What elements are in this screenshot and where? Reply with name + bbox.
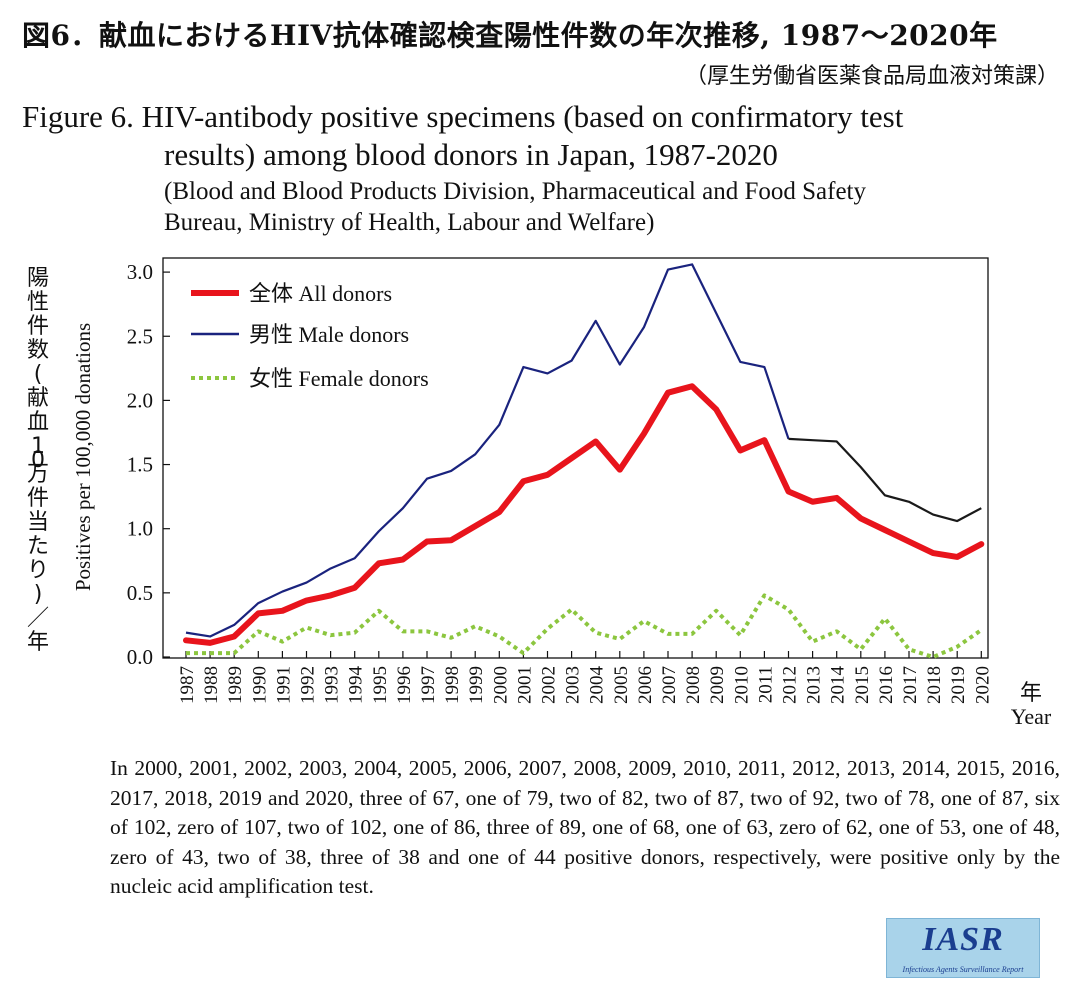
y-label-jp-char: た — [27, 534, 49, 559]
x-tick-label: 1993 — [322, 666, 343, 704]
logo-subtext: Infectious Agents Surveillance Report — [902, 965, 1024, 974]
y-tick-label: 2.5 — [127, 324, 153, 348]
x-tick-label: 2017 — [900, 666, 921, 704]
chart-title-japanese: 図6．献血におけるHIV抗体確認検査陽性件数の年次推移, 1987〜2020年 — [22, 19, 998, 52]
x-tick-label: 1996 — [394, 666, 415, 704]
y-label-jp-char: ／ — [27, 606, 49, 631]
legend: 全体 All donors 男性 Male donors 女性 Female don… — [191, 281, 429, 391]
line-chart: 0.00.51.01.52.02.53.0 1987 1988 1989 1990 19… — [27, 257, 1052, 729]
y-tick-label: 0.0 — [127, 645, 153, 669]
chart-title-english-line2: results) among blood donors in Japan, 19… — [164, 137, 778, 172]
chart-source-english-line2: Bureau, Ministry of Health, Labour and W… — [164, 209, 655, 236]
y-tick-label: 3.0 — [127, 260, 153, 284]
y-label-jp-char: 性 — [27, 290, 49, 315]
y-label-jp-char: 0 — [31, 448, 45, 473]
x-tick-label: 1991 — [273, 666, 294, 704]
y-label-jp-char: 件 — [27, 486, 49, 511]
iasr-logo: IASR Infectious Agents Surveillance Repo… — [886, 918, 1040, 978]
x-tick-label: 1992 — [298, 666, 319, 704]
y-axis-ticks: 0.0 0.5 1.0 1.5 2.0 2.5 3.0 — [127, 260, 170, 669]
chart-title-english-line1: Figure 6. HIV-antibody positive specimen… — [22, 99, 904, 134]
y-label-jp-char: り — [27, 558, 49, 583]
y-label-jp-char: 1 — [31, 434, 45, 459]
x-tick-label: 1990 — [249, 666, 270, 704]
x-tick-label: 1989 — [225, 666, 246, 704]
x-tick-label: 2015 — [852, 666, 873, 704]
x-tick-label: 1994 — [346, 666, 367, 705]
x-tick-label: 2003 — [563, 666, 584, 704]
x-tick-label: 2014 — [828, 666, 849, 705]
y-label-jp-char: 献 — [27, 386, 49, 411]
y-tick-label: 2.0 — [127, 388, 153, 412]
x-tick-label: 2019 — [948, 666, 969, 704]
x-tick-label: 2016 — [876, 666, 897, 704]
x-tick-label: 1995 — [370, 666, 391, 704]
x-tick-label: 1987 — [177, 666, 198, 704]
x-tick-label: 2001 — [514, 666, 535, 704]
y-label-jp-char: 数 — [27, 338, 49, 363]
y-axis-labels: Positives per 100,000 donations — [71, 323, 95, 591]
series-line-all — [183, 383, 985, 646]
series-line-male — [185, 263, 790, 638]
x-tick-label: 2009 — [707, 666, 728, 704]
y-tick-label: 1.0 — [127, 517, 153, 541]
y-label-jp-char: 万 — [27, 462, 49, 487]
x-tick-label: 2006 — [635, 666, 656, 704]
chart-title-english: Figure 6. HIV-antibody positive specimen… — [22, 98, 1062, 174]
y-label-jp-char: 年 — [27, 630, 49, 655]
x-tick-label: 2004 — [587, 666, 608, 705]
chart-source-english: (Blood and Blood Products Division, Phar… — [164, 176, 1044, 238]
y-tick-label: 1.5 — [127, 453, 153, 477]
y-label-jp-char: ( — [34, 362, 43, 387]
x-tick-label: 2018 — [924, 666, 945, 704]
x-tick-label: 1988 — [201, 666, 222, 704]
x-tick-label: 2020 — [972, 666, 993, 704]
x-tick-label: 2012 — [780, 666, 801, 704]
y-label-jp-char: 件 — [27, 314, 49, 339]
series-line-male-recent — [788, 437, 982, 523]
x-tick-label: 2008 — [683, 666, 704, 704]
x-tick-label: 2010 — [731, 666, 752, 704]
chart-source-english-line1: (Blood and Blood Products Division, Phar… — [164, 178, 866, 205]
chart-source-japanese: （厚生労働省医薬食品局血液対策課） — [684, 64, 1059, 89]
y-tick-label: 0.5 — [127, 581, 153, 605]
legend-all-donors-label: 全体 All donors — [249, 281, 392, 306]
x-axis-label-japanese: 年 — [1020, 681, 1042, 706]
x-tick-label: 2002 — [539, 666, 560, 704]
y-axis-label-english: Positives per 100,000 donations — [71, 323, 95, 591]
legend-male-donors-label: 男性 Male donors — [249, 322, 409, 347]
x-tick-label: 2007 — [659, 666, 680, 704]
y-label-jp-char: 当 — [27, 510, 49, 535]
x-tick-label: 1998 — [442, 666, 463, 704]
plot-area — [162, 257, 989, 659]
y-label-jp-char: ) — [34, 582, 43, 607]
legend-female-donors-label: 女性 Female donors — [249, 366, 429, 391]
x-axis-ticks: 1987 1988 1989 1990 1991 1992 1993 1994 1995 1996… — [177, 651, 993, 704]
y-label-jp-char: 陽 — [27, 266, 49, 291]
x-tick-label: 2013 — [804, 666, 825, 704]
y-label-jp-char: 血 — [27, 410, 49, 435]
x-tick-label: 2011 — [755, 666, 776, 703]
logo-text: IASR — [922, 921, 1004, 958]
x-tick-label: 2005 — [611, 666, 632, 704]
series-layer — [183, 263, 985, 659]
x-tick-label: 1999 — [466, 666, 487, 704]
series-line-female — [186, 593, 983, 659]
x-tick-label: 2000 — [490, 666, 511, 704]
footnote: In 2000, 2001, 2002, 2003, 2004, 2005, 2… — [110, 756, 1060, 898]
x-axis-label-english: Year — [1011, 704, 1052, 729]
x-tick-label: 1997 — [418, 666, 439, 704]
